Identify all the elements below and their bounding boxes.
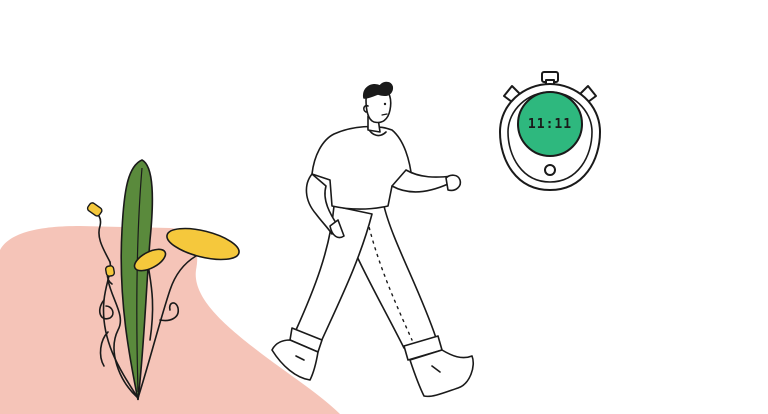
walking-man [271,81,474,398]
lower-arm [305,173,339,235]
flower-bud-small [104,265,116,277]
eye [383,102,387,106]
front-shoe-lace [295,355,305,361]
back-shoe-lace [431,365,441,373]
lower-hand [329,219,345,239]
stopwatch-knob [544,164,556,176]
stopwatch [499,71,601,191]
front-shoe [271,339,319,381]
leaf-vein [136,167,143,393]
shirt [311,125,413,210]
flower-large [166,227,240,261]
back-shoe [409,349,474,398]
stopwatch-rim [507,91,593,183]
ear [363,104,369,113]
flower-bud-top [86,202,103,217]
flower-medium [133,248,167,272]
hair [362,81,394,99]
mouth [381,113,388,116]
stopwatch-face [517,91,583,157]
stopwatch-readout: 11:11 [528,117,572,132]
forward-hand [445,174,462,192]
pants-seam [365,213,413,341]
